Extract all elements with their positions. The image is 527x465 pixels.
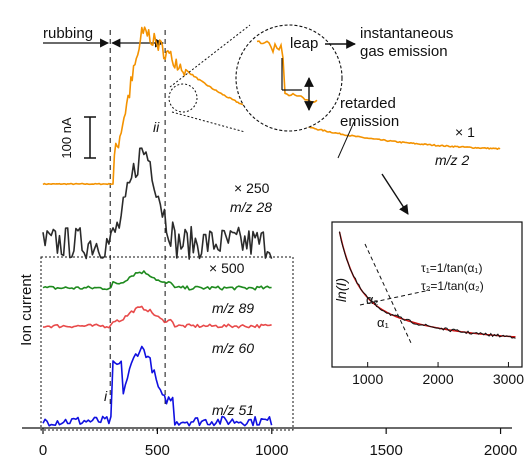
x-tick-label: 2000 — [484, 442, 517, 459]
series-factor-mz28: × 250 — [234, 180, 270, 196]
series-label-mz51: m/z 51 — [212, 402, 254, 418]
rubbing-label: rubbing — [43, 25, 93, 42]
x-tick-label: 1500 — [369, 442, 402, 459]
inset-x-tick-label: 3000 — [493, 371, 524, 387]
retarded-label: retarded emission — [340, 95, 400, 130]
inset-x-tick-label: 1000 — [352, 371, 383, 387]
instantaneous-label: instantaneous gas emission — [360, 25, 458, 60]
eq-tau1: τ₁=1/tan(α₁) — [421, 261, 482, 275]
eq-tau2: τ₂=1/tan(α₂) — [421, 279, 484, 293]
retarded-to-inset-arrow — [381, 173, 409, 215]
inset-y-label: ln(I) — [333, 278, 349, 302]
x-tick-label: 0 — [39, 442, 47, 459]
series-m-z-28 — [42, 147, 273, 260]
inset-frame — [331, 221, 523, 368]
alpha1-label: α₁ — [377, 315, 390, 330]
lower-series-box — [40, 256, 294, 431]
series-label-mz60: m/z 60 — [212, 340, 254, 356]
series-factor-mz89: × 500 — [209, 260, 245, 276]
x-tick-label: 1000 — [255, 442, 288, 459]
tangent-alpha2 — [359, 289, 431, 306]
leap-label: leap — [290, 35, 318, 52]
series-m-z-60 — [42, 305, 272, 329]
retarded-pointer — [337, 121, 355, 159]
inset-data-curve — [339, 231, 516, 339]
alpha2-label: α₂ — [366, 292, 379, 307]
rubbing-interval-guides — [109, 30, 166, 405]
y-axis-label: Ion current — [18, 273, 35, 346]
marker-ii: ii — [153, 119, 160, 135]
marker-i: i — [104, 388, 108, 404]
scale-bar: 100 nA — [59, 116, 96, 159]
series-m-z-51 — [42, 345, 273, 427]
series-label-mz89: m/z 89 — [212, 300, 254, 316]
inset-x-ticks: 1000 2000 3000 — [352, 362, 524, 387]
series-label-mz2: m/z 2 — [435, 152, 469, 168]
ln-inset: ln(I) α₂ α₁ τ₁=1/tan(α₁) τ₂=1/tan(α₂) 10… — [331, 221, 524, 387]
series-label-mz28: m/z 28 — [230, 199, 272, 215]
inset-x-tick-label: 2000 — [422, 371, 453, 387]
series-m-z-89 — [42, 270, 272, 291]
series-factor-mz2: × 1 — [455, 124, 475, 140]
leap-zoom: leap — [168, 24, 356, 133]
scale-bar-label: 100 nA — [59, 117, 74, 159]
x-ticks: 0 500 1000 1500 2000 — [39, 428, 517, 459]
x-tick-label: 500 — [145, 442, 170, 459]
